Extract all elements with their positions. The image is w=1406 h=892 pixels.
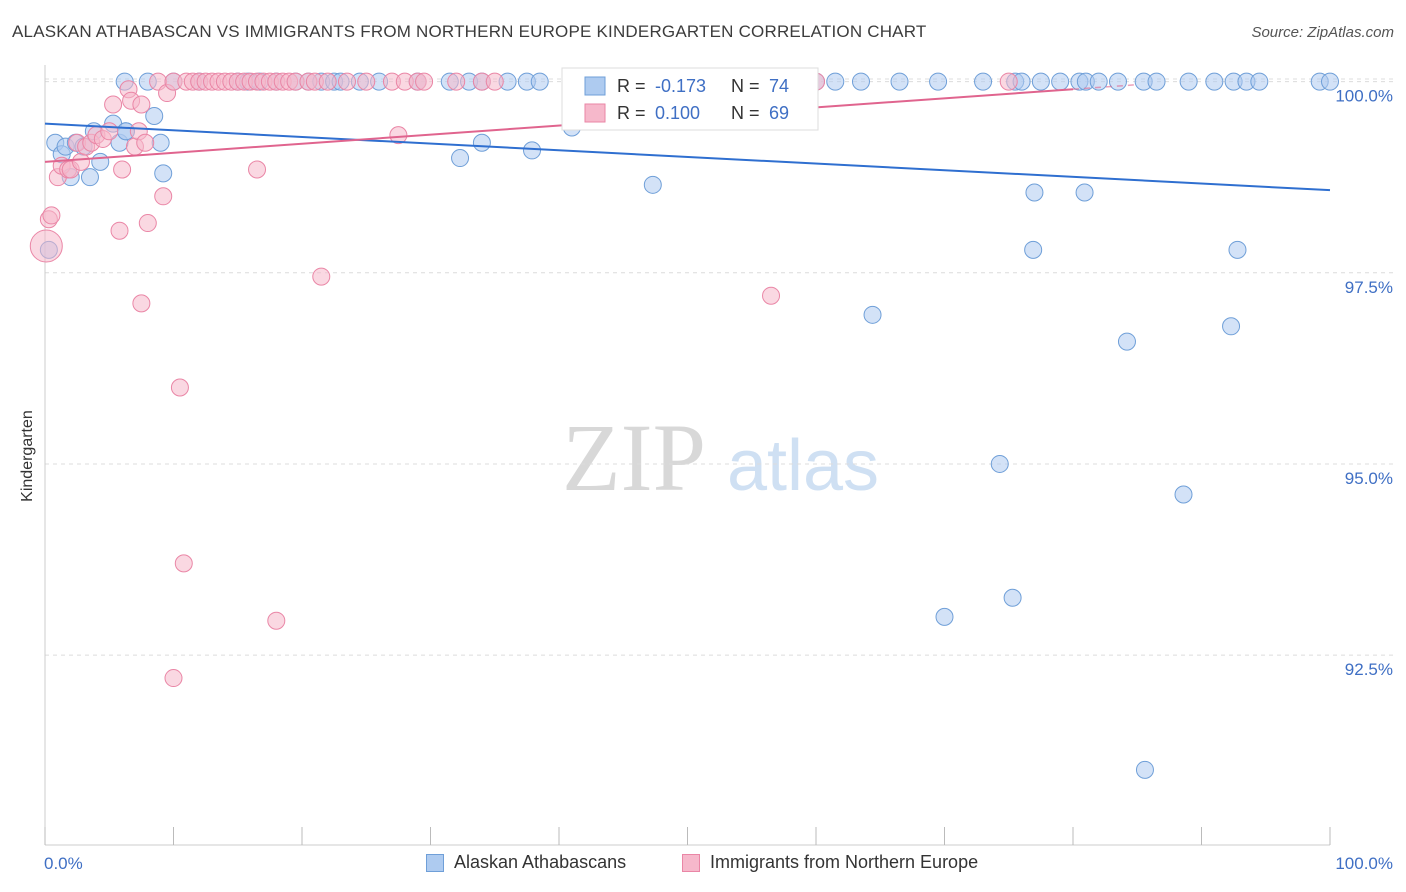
x-tick-label: 0.0% [44, 854, 83, 873]
data-point [113, 160, 132, 179]
data-point [110, 221, 129, 240]
data-point [1051, 72, 1070, 91]
data-point [1174, 485, 1193, 504]
x-tick-label: 100.0% [1335, 854, 1393, 873]
series-northern-europe [29, 72, 1018, 688]
data-point [1179, 72, 1198, 91]
data-point [1024, 240, 1043, 259]
data-point [318, 72, 337, 91]
data-point [990, 454, 1009, 473]
data-point [1003, 588, 1022, 607]
data-point [762, 286, 781, 305]
top-legend: R = -0.173 N = 74 R = 0.100 N = 69 [561, 67, 819, 131]
legend-r-label: R = [617, 76, 646, 96]
data-point [248, 160, 267, 179]
data-point [863, 305, 882, 324]
data-point [1321, 72, 1339, 91]
data-point [132, 95, 151, 114]
data-point [312, 267, 331, 286]
y-tick-label: 95.0% [1345, 469, 1393, 488]
data-point [389, 126, 408, 145]
data-point [91, 152, 110, 171]
legend-swatch-blue [426, 853, 444, 872]
data-point [935, 607, 954, 626]
legend-r-label: R = [617, 103, 646, 123]
data-point [267, 611, 286, 630]
data-point [42, 206, 61, 225]
watermark-zip: ZIP [562, 404, 706, 511]
data-point [974, 72, 993, 91]
data-point [151, 133, 170, 152]
data-point [1075, 183, 1094, 202]
y-tick-label: 100.0% [1335, 87, 1393, 106]
data-point [154, 164, 173, 183]
legend-n-label: N = [731, 76, 760, 96]
data-point [1222, 317, 1241, 336]
legend-swatch [584, 103, 606, 123]
data-point [415, 72, 434, 91]
data-point [337, 72, 356, 91]
data-point [851, 72, 870, 91]
data-point [1147, 72, 1166, 91]
data-point [174, 554, 193, 573]
trend-line-northern-europe [44, 88, 1074, 163]
legend-label-northern-europe: Immigrants from Northern Europe [710, 852, 979, 872]
data-point [29, 229, 63, 263]
data-point [447, 72, 466, 91]
data-point [929, 72, 948, 91]
data-point [170, 378, 189, 397]
data-point [357, 72, 376, 91]
data-point [1031, 72, 1050, 91]
data-point [999, 72, 1018, 91]
data-point [451, 149, 470, 168]
data-point [1135, 760, 1154, 779]
y-tick-label: 97.5% [1345, 278, 1393, 297]
data-point [138, 214, 157, 233]
legend-r-value: 0.100 [655, 103, 700, 123]
data-point [1117, 332, 1136, 351]
data-point [1228, 240, 1247, 259]
chart-title: ALASKAN ATHABASCAN VS IMMIGRANTS FROM NO… [12, 22, 927, 41]
data-point [1089, 72, 1108, 91]
legend-n-value: 69 [769, 103, 789, 123]
data-point [1205, 72, 1224, 91]
legend-swatch [584, 76, 606, 96]
legend-item-athabascans[interactable]: Alaskan Athabascans [426, 852, 626, 873]
data-point [104, 95, 123, 114]
data-point [1250, 72, 1269, 91]
legend-label-athabascans: Alaskan Athabascans [454, 852, 627, 872]
bottom-legend: Alaskan Athabascans Immigrants from Nort… [0, 852, 1406, 878]
data-point [485, 72, 504, 91]
watermark-atlas: atlas [727, 426, 879, 506]
trend-line-athabascans [44, 122, 1331, 192]
data-point [472, 133, 491, 152]
data-point [1108, 72, 1127, 91]
data-point [164, 669, 183, 688]
chart-source: Source: ZipAtlas.com [1251, 24, 1394, 41]
legend-n-label: N = [731, 103, 760, 123]
legend-n-value: 74 [769, 76, 789, 96]
data-point [643, 175, 662, 194]
legend-swatch-pink [682, 853, 700, 872]
data-point [100, 122, 119, 141]
data-point [890, 72, 909, 91]
y-tick-label: 92.5% [1345, 660, 1393, 679]
data-point [132, 294, 151, 313]
data-point [136, 133, 155, 152]
legend-r-value: -0.173 [655, 76, 706, 96]
data-point [826, 72, 845, 91]
data-point [1025, 183, 1044, 202]
data-point [71, 152, 90, 171]
data-point [530, 72, 549, 91]
data-point [523, 141, 542, 160]
data-point [154, 187, 173, 206]
data-point [145, 107, 164, 125]
legend-item-northern-europe[interactable]: Immigrants from Northern Europe [682, 852, 978, 873]
data-point [80, 168, 99, 187]
